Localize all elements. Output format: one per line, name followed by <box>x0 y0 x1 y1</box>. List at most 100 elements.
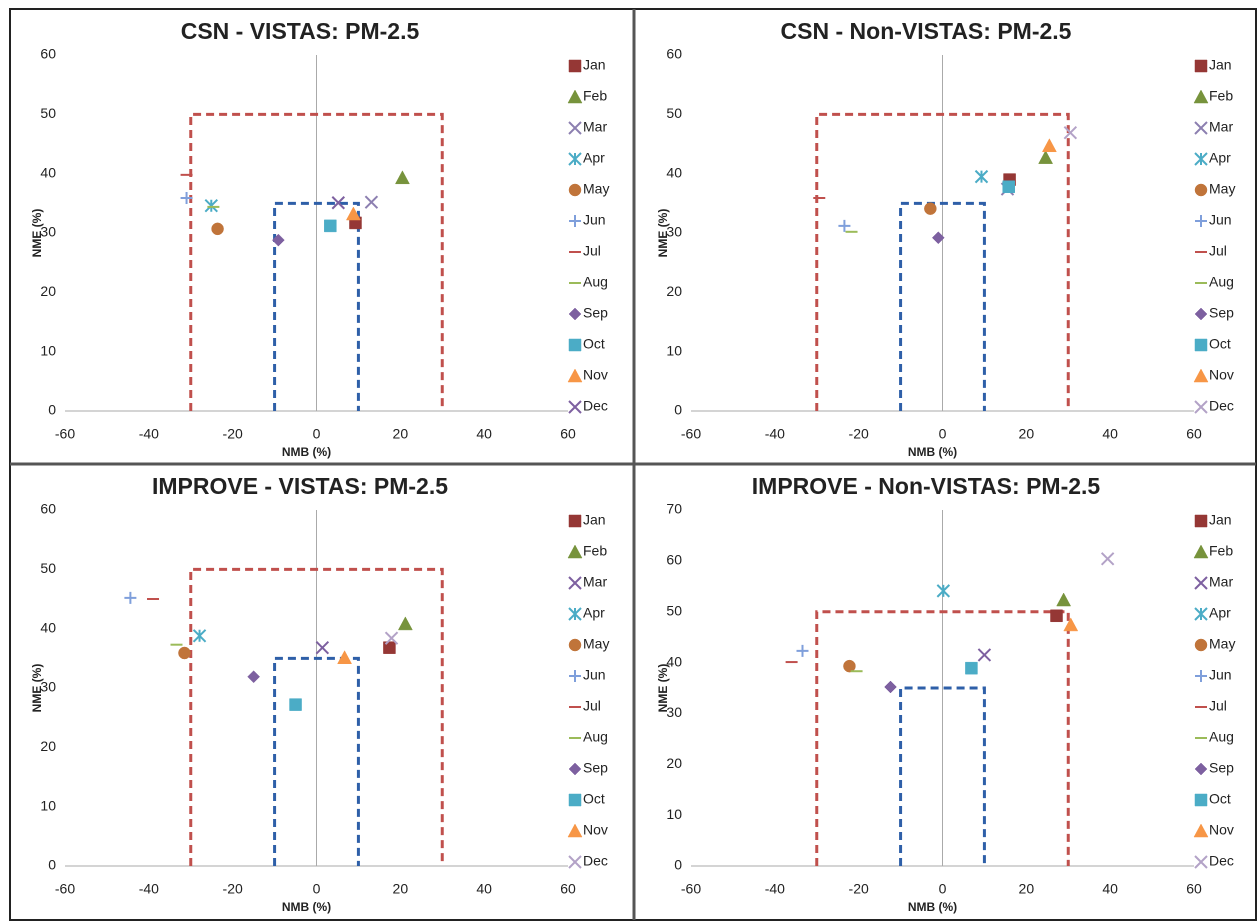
data-point <box>884 680 897 694</box>
legend-marker <box>568 607 582 621</box>
legend-label: Jan <box>583 512 606 528</box>
chart-title: IMPROVE - VISTAS: PM-2.5 <box>152 473 448 499</box>
y-tick-label: 60 <box>40 501 56 517</box>
y-tick-label: 0 <box>674 857 682 873</box>
data-point <box>796 644 809 657</box>
data-point <box>924 202 937 215</box>
legend-marker <box>567 89 583 104</box>
legend-marker <box>568 793 582 807</box>
y-tick-label: 0 <box>48 402 56 418</box>
y-tick-label: 20 <box>40 283 56 299</box>
x-tick-label: -60 <box>681 426 701 442</box>
legend-label: Sep <box>583 305 608 321</box>
y-tick-label: 30 <box>666 224 682 240</box>
legend-label: Sep <box>1209 760 1234 776</box>
data-point <box>211 222 224 236</box>
y-tick-label: 70 <box>666 501 682 517</box>
legend-label: Aug <box>1209 274 1234 290</box>
legend-label: Apr <box>583 605 605 621</box>
legend-marker <box>1194 152 1208 166</box>
legend-label: Mar <box>583 119 607 135</box>
data-point <box>192 629 207 643</box>
x-tick-label: 60 <box>560 426 576 442</box>
legend-label: Jan <box>1209 57 1232 73</box>
y-tick-label: 10 <box>40 342 56 358</box>
legend-label: May <box>1209 636 1235 652</box>
data-point <box>936 584 951 598</box>
data-point <box>324 219 337 233</box>
y-tick-label: 60 <box>666 46 682 62</box>
legend-label: May <box>1209 181 1235 197</box>
y-tick-label: 10 <box>666 342 682 358</box>
x-axis-label: NMB (%) <box>282 900 331 914</box>
legend-label: Mar <box>1209 119 1233 135</box>
legend-label: Sep <box>1209 305 1234 321</box>
legend-label: Jul <box>1209 243 1227 259</box>
legend-marker <box>1194 183 1208 197</box>
legend-label: Jan <box>1209 512 1232 528</box>
data-point <box>1063 617 1079 632</box>
legend-marker <box>569 215 581 227</box>
chart-title: CSN - VISTAS: PM-2.5 <box>181 18 420 44</box>
y-tick-label: 10 <box>40 797 56 813</box>
legend-marker <box>567 368 583 383</box>
y-tick-label: 30 <box>666 704 682 720</box>
y-tick-label: 50 <box>40 105 56 121</box>
x-tick-label: -40 <box>765 881 785 897</box>
legend-label: Dec <box>1209 853 1234 869</box>
legend-marker <box>568 400 582 414</box>
x-tick-label: 20 <box>1019 426 1035 442</box>
data-point <box>337 650 353 664</box>
x-tick-label: 60 <box>560 881 576 897</box>
legend-marker <box>568 576 582 590</box>
y-tick-label: 0 <box>674 402 682 418</box>
legend-marker <box>1193 823 1209 838</box>
x-tick-label: 20 <box>393 881 409 897</box>
y-tick-label: 60 <box>40 46 56 62</box>
legend-marker <box>1194 307 1208 321</box>
data-point <box>1056 592 1072 607</box>
y-axis-label: NME (%) <box>656 664 670 713</box>
legend-label: Jul <box>1209 698 1227 714</box>
x-tick-label: 0 <box>939 426 947 442</box>
x-tick-label: -40 <box>139 881 159 897</box>
criteria-box <box>815 610 1070 866</box>
data-point <box>364 195 379 209</box>
legend-label: Oct <box>583 336 605 352</box>
x-tick-label: 60 <box>1186 881 1202 897</box>
data-point <box>1100 552 1115 566</box>
data-point <box>395 170 410 185</box>
legend-label: Oct <box>583 791 605 807</box>
x-tick-label: 20 <box>393 426 409 442</box>
legend-marker <box>569 670 581 682</box>
legend-label: Nov <box>583 822 608 838</box>
y-tick-label: 0 <box>48 857 56 873</box>
x-tick-label: -40 <box>765 426 785 442</box>
legend-label: Apr <box>1209 150 1231 166</box>
legend-marker <box>1193 368 1209 383</box>
legend-label: Nov <box>583 367 608 383</box>
data-point <box>178 646 191 660</box>
legend-marker <box>568 152 582 166</box>
y-tick-label: 60 <box>666 552 682 568</box>
data-point <box>843 659 856 673</box>
data-point <box>272 233 285 247</box>
legend-label: Jul <box>583 243 601 259</box>
criteria-box <box>273 656 360 866</box>
y-tick-label: 30 <box>40 224 56 240</box>
y-tick-label: 50 <box>40 560 56 576</box>
data-point <box>315 640 330 655</box>
legend-marker <box>568 307 582 321</box>
x-tick-label: 40 <box>1102 426 1118 442</box>
legend-marker <box>1194 514 1208 528</box>
data-point <box>1063 126 1078 140</box>
y-tick-label: 40 <box>40 164 56 180</box>
x-tick-label: 0 <box>939 881 947 897</box>
x-tick-label: -60 <box>681 881 701 897</box>
y-axis-label: NME (%) <box>30 664 44 713</box>
legend-marker <box>1194 793 1208 807</box>
legend-marker <box>1194 607 1208 621</box>
legend-marker <box>1195 215 1207 227</box>
legend-marker <box>1194 338 1208 352</box>
